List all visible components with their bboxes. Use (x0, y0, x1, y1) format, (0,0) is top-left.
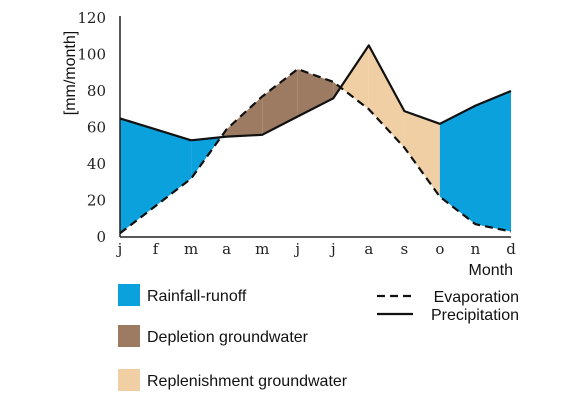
x-tick-label: d (506, 240, 516, 258)
x-tick-label: a (364, 240, 373, 258)
y-tick-label: 0 (96, 228, 106, 246)
legend-swatch (118, 325, 140, 347)
legend-label: Rainfall-runoff (147, 288, 247, 305)
legend: Rainfall-runoff Depletion groundwater Repl… (118, 284, 519, 391)
shaded-area-rainfall-runoff (191, 137, 221, 179)
shaded-area-depletion-groundwater (297, 69, 334, 117)
y-tick-label: 20 (87, 192, 106, 210)
y-tick-label: 100 (77, 46, 106, 64)
legend-label: Depletion groundwater (147, 329, 309, 346)
y-axis-label: [mm/month] (62, 31, 79, 115)
y-tick-label: 120 (77, 9, 106, 27)
x-tick-label: j (329, 240, 336, 258)
x-tick-label: j (116, 240, 123, 258)
x-tick-label: m (184, 240, 198, 258)
shaded-area-rainfall-runoff (439, 105, 476, 225)
shaded-area-depletion-groundwater (226, 96, 263, 137)
x-tick-label: j (293, 240, 300, 258)
x-axis-label: Month (469, 262, 513, 279)
x-tick-label: o (435, 240, 444, 258)
x-tick-label: n (471, 240, 481, 258)
series-lines (119, 44, 512, 235)
shaded-area-depletion-groundwater (262, 69, 298, 135)
shaded-area-rainfall-runoff (120, 118, 156, 234)
x-tick-label: a (222, 240, 231, 258)
series-line-evaporation (119, 67, 512, 235)
y-tick-label: 40 (87, 155, 106, 173)
legend-label: Replenishment groundwater (147, 373, 348, 390)
shaded-area-rainfall-runoff (155, 129, 192, 206)
y-tick-label: 60 (87, 119, 106, 137)
shaded-area-rainfall-runoff (475, 91, 511, 232)
legend-swatch (118, 369, 140, 391)
y-tick-label: 80 (87, 82, 106, 100)
legend-swatch (118, 284, 140, 306)
shaded-area-replenishment-groundwater (404, 111, 440, 197)
legend-label: Precipitation (431, 307, 519, 324)
shaded-area-replenishment-groundwater (340, 45, 369, 110)
legend-label: Evaporation (434, 289, 519, 306)
x-tick-label: m (255, 240, 269, 258)
shaded-area-layer (120, 45, 511, 234)
x-tick-label: f (153, 240, 160, 258)
shaded-area-replenishment-groundwater (368, 45, 405, 148)
y-tick-labels: 0 20 40 60 80 100 120 (77, 9, 106, 246)
series-line-precipitation (119, 44, 512, 142)
x-tick-label: s (401, 240, 409, 258)
